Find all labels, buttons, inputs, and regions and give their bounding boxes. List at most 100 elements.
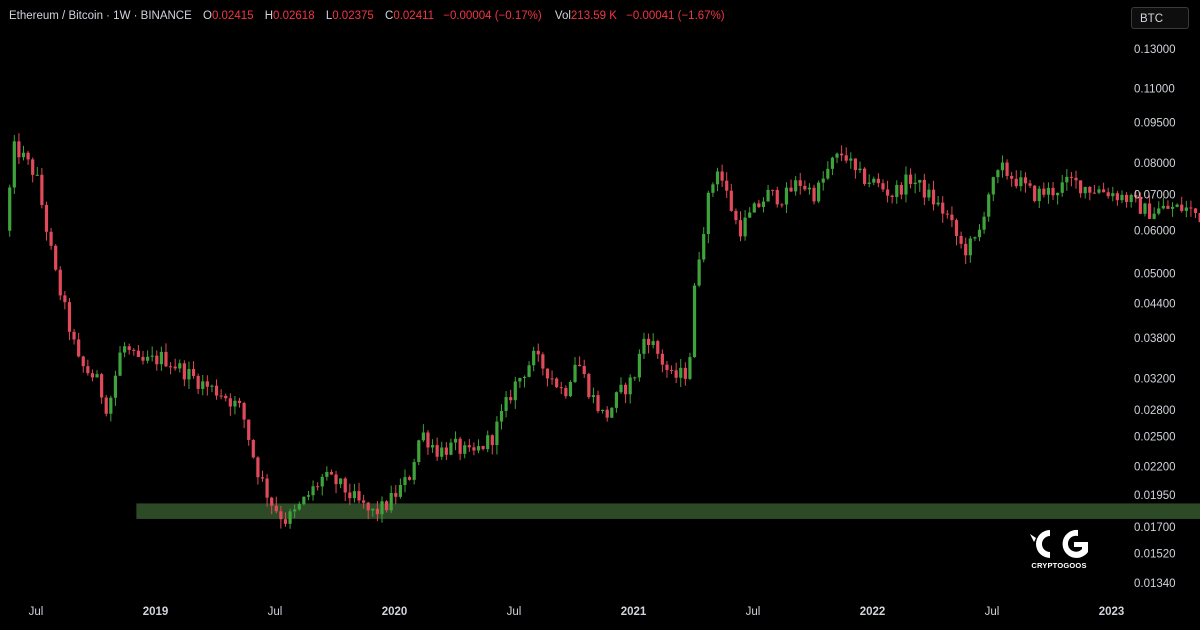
candle-body — [1097, 189, 1101, 193]
candle — [628, 374, 632, 404]
candle — [141, 350, 145, 365]
candle — [908, 168, 913, 189]
candle — [522, 375, 527, 388]
candle — [826, 161, 830, 180]
candle — [371, 508, 375, 517]
candle — [711, 182, 715, 197]
candle-body — [467, 445, 471, 448]
candle-body — [954, 220, 959, 236]
candle-body — [1193, 208, 1198, 213]
candle-body — [1083, 186, 1087, 194]
candle — [1060, 174, 1064, 197]
candle — [1134, 190, 1138, 203]
candle — [803, 180, 807, 192]
candle-body — [72, 331, 76, 340]
candle-body — [219, 395, 223, 397]
candle-body — [794, 180, 798, 192]
candle-body — [67, 302, 72, 332]
candle-body — [775, 189, 779, 205]
candle — [927, 183, 931, 201]
candle — [1033, 184, 1037, 203]
candle — [219, 389, 223, 400]
candle-body — [1005, 162, 1009, 176]
candle-body — [214, 385, 219, 396]
candle — [1005, 159, 1009, 180]
candle-body — [568, 382, 573, 397]
candle-body — [311, 486, 315, 496]
x-tick-month-label: Jul — [507, 606, 522, 618]
y-tick-label: 0.11000 — [1134, 83, 1175, 95]
candle-body — [784, 187, 789, 205]
candle-body — [283, 519, 288, 524]
candle-body — [1101, 189, 1106, 193]
candle — [251, 439, 255, 459]
candle-body — [366, 502, 370, 511]
candle — [1037, 185, 1041, 208]
low-value: 0.02375 — [332, 10, 374, 22]
volume-change: −0.00041 (−1.67%) — [626, 10, 725, 22]
candle-body — [421, 432, 425, 441]
candle — [247, 419, 251, 446]
candle-body — [40, 174, 44, 205]
candle-body — [1023, 177, 1028, 184]
candle — [725, 172, 729, 198]
currency-badge[interactable]: BTC — [1131, 7, 1189, 29]
candle — [54, 244, 58, 272]
candle — [256, 456, 260, 485]
symbol-title[interactable]: Ethereum / Bitcoin · 1W · BINANCE — [9, 10, 192, 22]
candle — [996, 169, 1000, 184]
candle — [665, 360, 669, 378]
candle-body — [1180, 204, 1184, 211]
candle — [918, 179, 922, 192]
candle — [646, 333, 651, 354]
candle-body — [95, 374, 99, 378]
candle — [90, 369, 95, 382]
candle — [835, 152, 839, 164]
candle-body — [821, 178, 825, 183]
candle-body — [849, 158, 853, 161]
x-axis[interactable]: Jul2019Jul2020Jul2021Jul2022Jul2023Jul20… — [29, 606, 1200, 618]
candle-body — [1111, 193, 1115, 197]
candle — [463, 441, 467, 459]
candle — [1180, 196, 1184, 213]
candle-body — [348, 492, 352, 499]
candle-body — [329, 471, 334, 475]
y-axis[interactable]: 0.13000 0.11000 0.09500 0.08000 0.07000 0.060… — [1134, 44, 1176, 590]
candle — [339, 478, 343, 489]
candle-body — [830, 157, 835, 169]
candle-body — [807, 187, 812, 190]
candle — [1175, 203, 1179, 208]
candle — [343, 476, 347, 502]
candle — [270, 496, 274, 515]
candle-body — [1147, 203, 1152, 219]
candle — [1101, 182, 1106, 193]
x-tick-year-label: 2020 — [382, 606, 408, 618]
candle — [421, 424, 425, 443]
candle — [21, 145, 26, 161]
candle-body — [430, 445, 435, 448]
candle — [100, 372, 104, 404]
candle — [601, 409, 605, 414]
candle-body — [104, 397, 108, 414]
candle-body — [17, 141, 21, 158]
candle-body — [532, 350, 536, 366]
candle-body — [26, 152, 30, 160]
candle-body — [959, 235, 963, 244]
candle-body — [918, 179, 922, 183]
candle-body — [536, 350, 540, 355]
candle — [316, 482, 320, 491]
candle-body — [987, 194, 991, 217]
candle-body — [293, 509, 297, 512]
candle-body — [1143, 203, 1147, 214]
candle-body — [1042, 188, 1046, 195]
candle — [123, 342, 127, 358]
x-tick-year-label: 2022 — [860, 606, 886, 618]
candle-body — [389, 493, 393, 511]
x-tick-year-label: 2019 — [143, 606, 169, 618]
candle — [1147, 195, 1152, 220]
candle-body — [968, 238, 972, 256]
candle-body — [619, 384, 623, 393]
candle-body — [412, 462, 416, 480]
y-tick-label: 0.01950 — [1134, 490, 1176, 502]
